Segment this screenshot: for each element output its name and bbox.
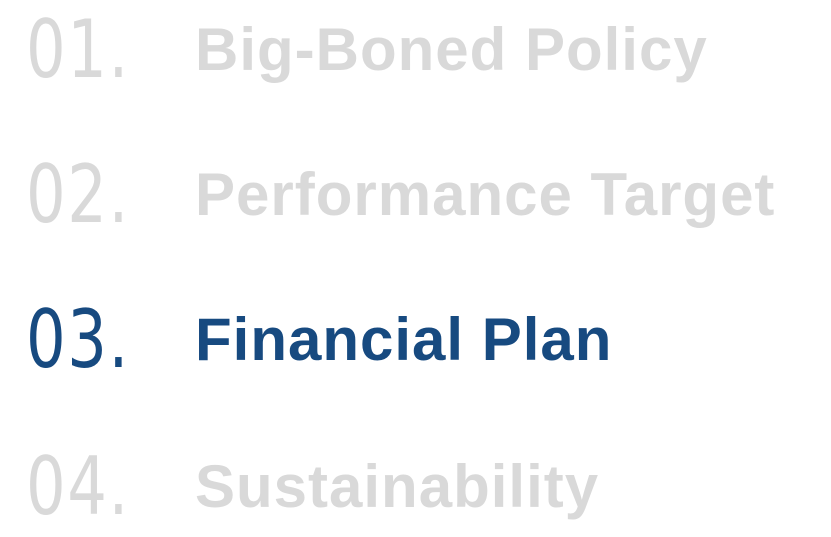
menu-item[interactable]: 04. Sustainability: [0, 437, 831, 537]
item-label: Sustainability: [195, 453, 600, 520]
item-label: Big-Boned Policy: [195, 16, 708, 83]
item-number: 04.: [26, 440, 130, 533]
item-number: 02.: [26, 148, 130, 241]
item-label: Financial Plan: [195, 306, 613, 373]
menu-item-active[interactable]: 03. Financial Plan: [0, 290, 831, 390]
menu-item[interactable]: 01. Big-Boned Policy: [0, 0, 831, 100]
item-label: Performance Target: [195, 161, 776, 228]
menu-item[interactable]: 02. Performance Target: [0, 145, 831, 245]
item-number: 01.: [26, 3, 130, 96]
item-number: 03.: [26, 293, 130, 386]
